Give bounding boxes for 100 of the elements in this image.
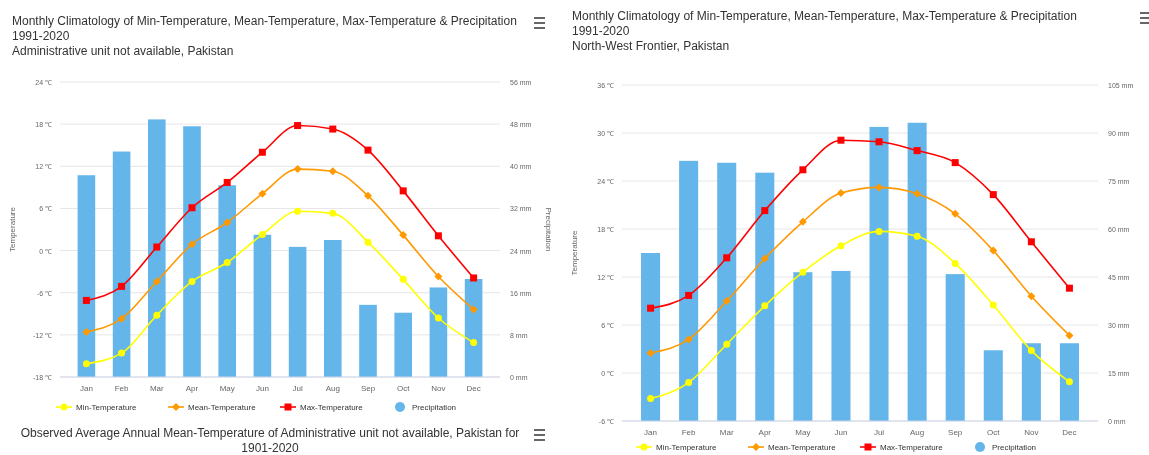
x-tick-label: Mar bbox=[149, 384, 165, 393]
legend-label: Precipitation bbox=[992, 443, 1037, 452]
x-tick-label: Jun bbox=[834, 428, 848, 437]
point bbox=[647, 304, 655, 312]
point bbox=[722, 297, 731, 305]
legend-label: Mean-Temperature bbox=[188, 403, 257, 412]
bar bbox=[717, 162, 737, 421]
point bbox=[364, 238, 372, 246]
point bbox=[329, 125, 337, 133]
x-tick-label: Mar bbox=[719, 428, 734, 437]
point bbox=[117, 314, 126, 323]
point bbox=[258, 189, 267, 198]
x-tick-label: Apr bbox=[185, 384, 199, 393]
point bbox=[1027, 347, 1035, 355]
x-tick-label: Sep bbox=[360, 384, 376, 393]
point bbox=[875, 183, 884, 192]
point bbox=[118, 282, 126, 290]
point bbox=[1065, 378, 1073, 386]
point bbox=[761, 302, 769, 310]
point bbox=[685, 291, 693, 299]
bar bbox=[1021, 343, 1041, 421]
point bbox=[1065, 331, 1074, 340]
x-tick-label: Jul bbox=[873, 428, 885, 437]
x-tick-label: May bbox=[219, 384, 235, 393]
point bbox=[223, 259, 231, 267]
point bbox=[118, 349, 126, 357]
chart-title: Monthly Climatology of Min-Temperature, Mean-Temperature, Max-Temperature & Precipitation bbox=[572, 9, 1077, 23]
point bbox=[836, 189, 845, 197]
point bbox=[294, 122, 302, 130]
x-tick-label: Jun bbox=[255, 384, 269, 393]
bar bbox=[359, 304, 377, 377]
x-tick-label: Dec bbox=[466, 384, 481, 393]
point bbox=[294, 207, 302, 215]
point bbox=[646, 349, 655, 357]
point bbox=[989, 301, 997, 309]
legend-label: Min-Temperature bbox=[656, 443, 718, 452]
x-tick-label: Nov bbox=[431, 384, 446, 393]
x-tick-label: Nov bbox=[1024, 428, 1039, 437]
chart-subtitle: 1991-2020 Administrative unit not available, Pakistan bbox=[12, 29, 234, 58]
text: Observed Average Annual Mean-Temperature of Administrative unit not available, Pakistan for 1901-2020 bbox=[20, 426, 520, 455]
x-tick-label: Apr bbox=[758, 428, 772, 437]
point bbox=[364, 191, 372, 200]
point bbox=[875, 138, 883, 146]
point bbox=[434, 232, 442, 240]
point bbox=[153, 243, 161, 251]
point bbox=[723, 254, 731, 262]
point bbox=[152, 277, 161, 286]
point bbox=[434, 314, 442, 322]
x-tick-label: Aug bbox=[325, 384, 340, 393]
point bbox=[913, 189, 922, 198]
point bbox=[470, 339, 478, 347]
bar bbox=[429, 287, 448, 377]
x-tick-label: Jul bbox=[292, 384, 303, 393]
point bbox=[685, 379, 693, 387]
bar bbox=[324, 240, 342, 377]
point bbox=[469, 305, 478, 314]
point bbox=[798, 217, 807, 226]
point bbox=[1027, 238, 1035, 246]
point bbox=[761, 207, 769, 215]
y-axis-title: Temperature bbox=[570, 230, 579, 276]
point bbox=[223, 218, 232, 227]
bar bbox=[793, 272, 813, 421]
point bbox=[399, 231, 408, 240]
point bbox=[153, 311, 161, 319]
point bbox=[258, 230, 266, 238]
point bbox=[329, 209, 337, 217]
bar bbox=[218, 185, 236, 377]
legend-label: Precipitation bbox=[412, 403, 457, 412]
point bbox=[399, 275, 407, 283]
point bbox=[364, 146, 372, 154]
bar bbox=[1059, 343, 1079, 421]
point bbox=[760, 254, 769, 263]
bar bbox=[253, 234, 272, 377]
point bbox=[913, 147, 921, 155]
point bbox=[875, 227, 883, 235]
bar bbox=[983, 350, 1003, 421]
point bbox=[399, 187, 407, 195]
y2-axis-title: Precipitation bbox=[544, 207, 553, 252]
x-tick-label: Jan bbox=[79, 384, 93, 393]
bar bbox=[869, 126, 889, 421]
chart-title: Monthly Climatology of Min-Temperature, Mean-Temperature, Max-Temperature & Precipitation bbox=[12, 14, 517, 28]
bar bbox=[394, 312, 412, 377]
legend-label: Mean-Temperature bbox=[768, 443, 837, 452]
x-tick-label: Oct bbox=[396, 384, 411, 393]
point bbox=[837, 242, 845, 250]
x-tick-label: Jan bbox=[644, 428, 658, 437]
legend-label: Min-Temperature bbox=[76, 403, 138, 412]
point bbox=[188, 240, 196, 249]
point bbox=[188, 277, 196, 285]
point bbox=[258, 148, 266, 156]
point bbox=[723, 340, 731, 348]
bar bbox=[288, 246, 307, 377]
x-tick-label: May bbox=[795, 428, 811, 437]
bar bbox=[112, 151, 131, 377]
point bbox=[684, 335, 693, 344]
point bbox=[951, 259, 959, 267]
legend-label: Max-Temperature bbox=[880, 443, 944, 452]
x-tick-label: Dec bbox=[1062, 428, 1077, 437]
bar bbox=[148, 119, 166, 377]
bar bbox=[183, 126, 201, 377]
